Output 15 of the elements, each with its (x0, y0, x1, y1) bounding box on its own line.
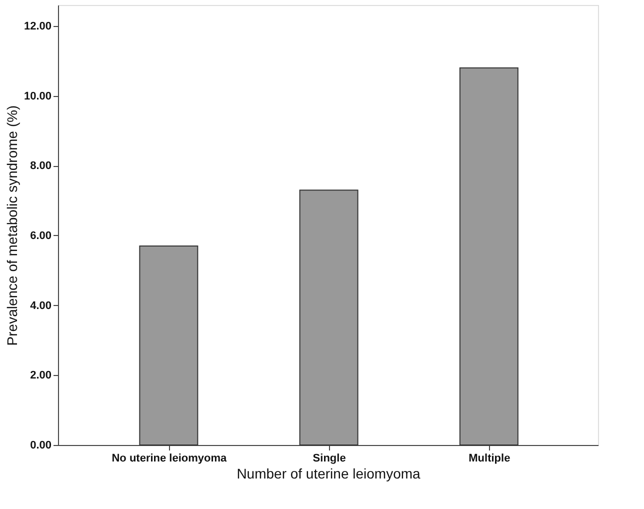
bar (459, 67, 518, 446)
y-tick-label: 12.00 (24, 20, 52, 32)
y-tick-label: 4.00 (30, 300, 52, 312)
y-tick-label: 8.00 (30, 160, 52, 172)
y-tick-label: 10.00 (24, 90, 52, 102)
y-tick-label: 6.00 (30, 230, 52, 242)
x-tick-label: No uterine leiomyoma (112, 452, 228, 464)
x-axis-title: Number of uterine leiomyoma (236, 466, 421, 482)
y-tick-label: 2.00 (30, 370, 52, 382)
y-axis-title: Prevalence of metabolic syndrome (%) (4, 105, 20, 346)
bar (139, 245, 198, 446)
y-tick-label: 0.00 (30, 440, 52, 452)
x-tick-label: Single (312, 452, 346, 464)
x-tick-label: Multiple (468, 452, 510, 464)
bar (299, 190, 358, 446)
